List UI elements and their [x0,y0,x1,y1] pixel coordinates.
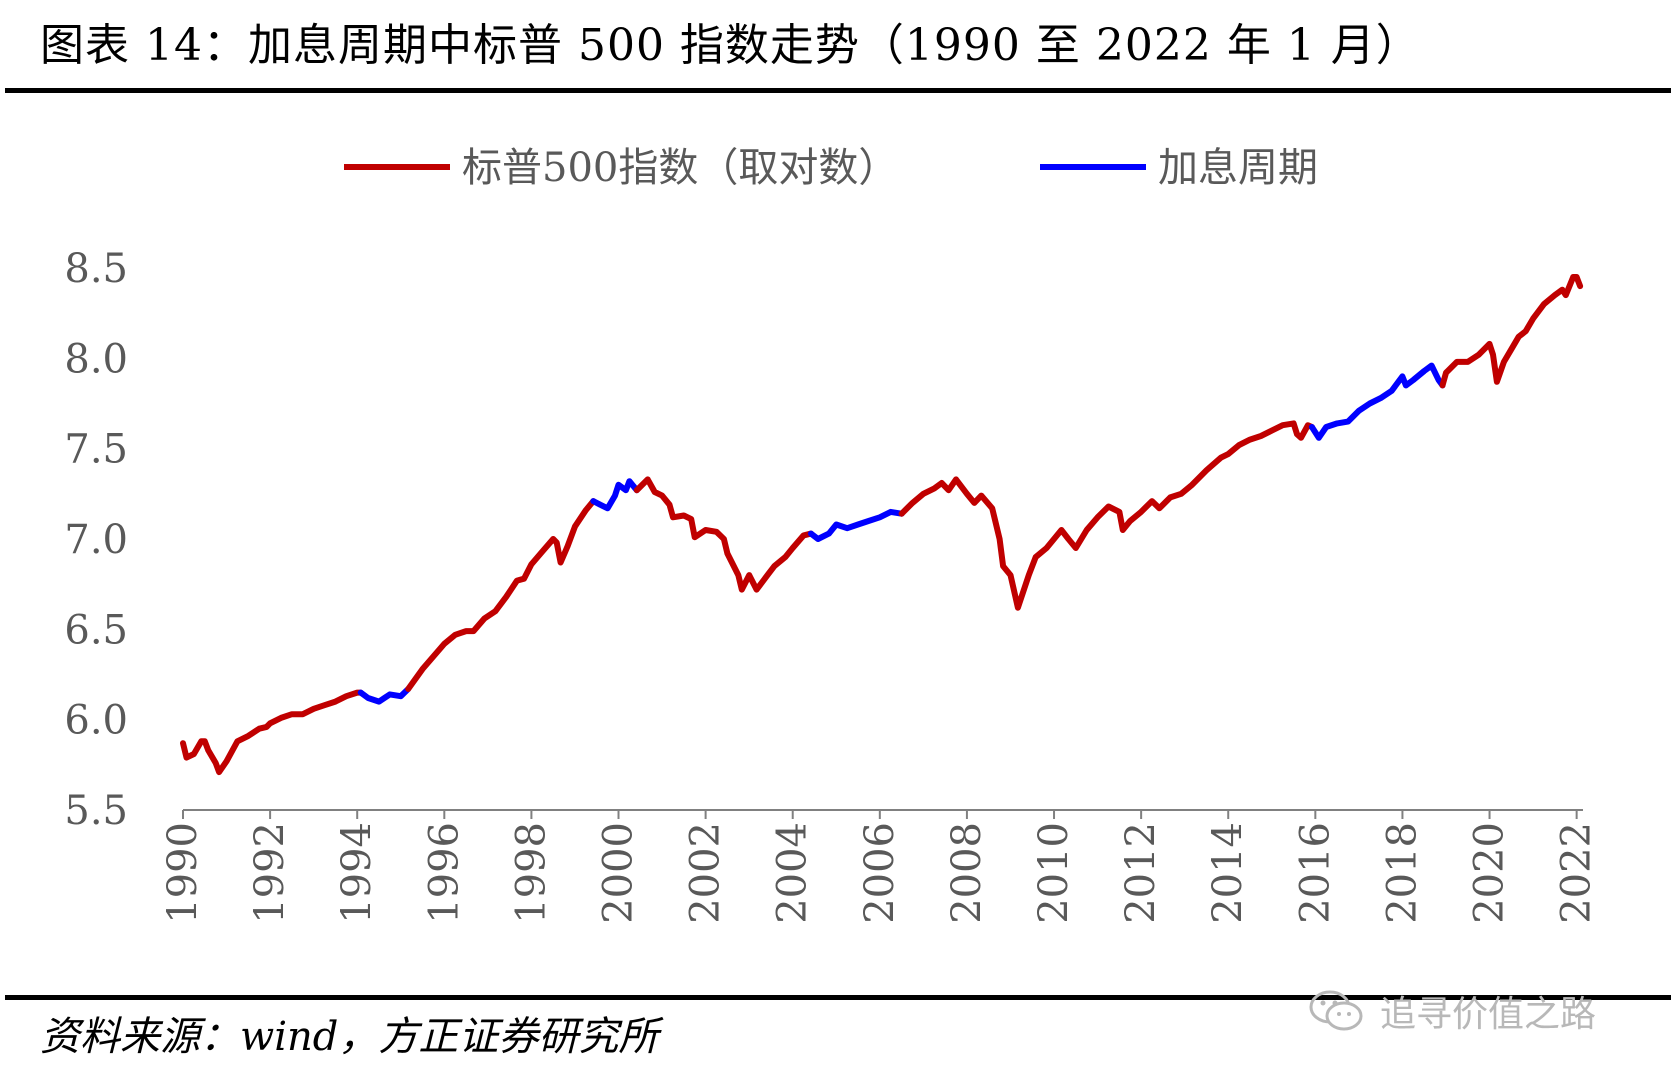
x-tick-label: 2004 [770,822,816,924]
sp500-line-6 [898,420,1315,611]
legend-label-hike: 加息周期 [1158,145,1318,191]
sp500-line-0 [180,689,364,776]
sp500-line-2 [405,498,597,692]
sp500-line-8 [1439,274,1584,389]
legend-label-index: 标普500指数（取对数） [462,145,898,191]
x-tick-label: 2022 [1554,822,1600,924]
legend: 标普500指数（取对数） 加息周期 [344,145,1318,191]
top-rule [5,88,1671,93]
sp500-line-4 [633,476,814,593]
x-tick-label: 2012 [1118,822,1164,924]
y-tick-label: 5.5 [64,788,128,834]
y-tick-label: 8.5 [64,246,128,292]
hike-cycle-line-1 [357,686,412,705]
x-tick-label: 2020 [1467,822,1513,924]
wechat-icon [1309,990,1363,1031]
chart: 标普500指数（取对数） 加息周期 5.56.06.57.07.58.08.5 … [64,145,1600,924]
y-axis: 5.5 6.0 6.5 7.0 7.5 8.0 8.5 [64,246,128,834]
hike-cycle-line-3 [590,478,640,512]
hike-cycle-line-7 [1308,362,1446,441]
source-note: 资料来源：wind，方正证券研究所 [40,1014,659,1060]
x-tick-label: 2002 [683,822,729,924]
x-tick-label: 2010 [1031,822,1077,924]
x-tick-label: 1994 [334,822,380,924]
watermark: 追寻价值之路 [1308,986,1596,1036]
x-tick-label: 2008 [944,822,990,924]
y-tick-label: 8.0 [64,336,128,382]
x-tick-label: 2018 [1379,822,1425,924]
x-tick-label: 2016 [1292,822,1338,924]
hike-cycle-line-5 [808,508,905,542]
x-tick-label: 1998 [508,822,554,924]
x-tick-label: 1992 [247,822,293,924]
plot-lines [180,274,1584,776]
chart-title: 图表 14：加息周期中标普 500 指数走势（1990 至 2022 年 1 月… [40,20,1421,71]
x-tick-label: 1990 [160,822,206,924]
x-axis: 1990 1992 1994 1996 1998 2000 2002 2004 2006 2008… [160,809,1600,924]
y-tick-label: 7.0 [64,517,128,563]
x-tick-label: 2006 [857,822,903,924]
watermark-text: 追寻价值之路 [1380,994,1597,1035]
x-tick-label: 1996 [421,822,467,924]
x-tick-label: 2014 [1205,822,1251,924]
y-tick-label: 6.0 [64,698,128,744]
x-tick-label: 2000 [596,822,642,924]
y-tick-label: 6.5 [64,607,128,653]
bottom-rule [5,995,1671,1000]
y-tick-label: 7.5 [64,427,128,473]
